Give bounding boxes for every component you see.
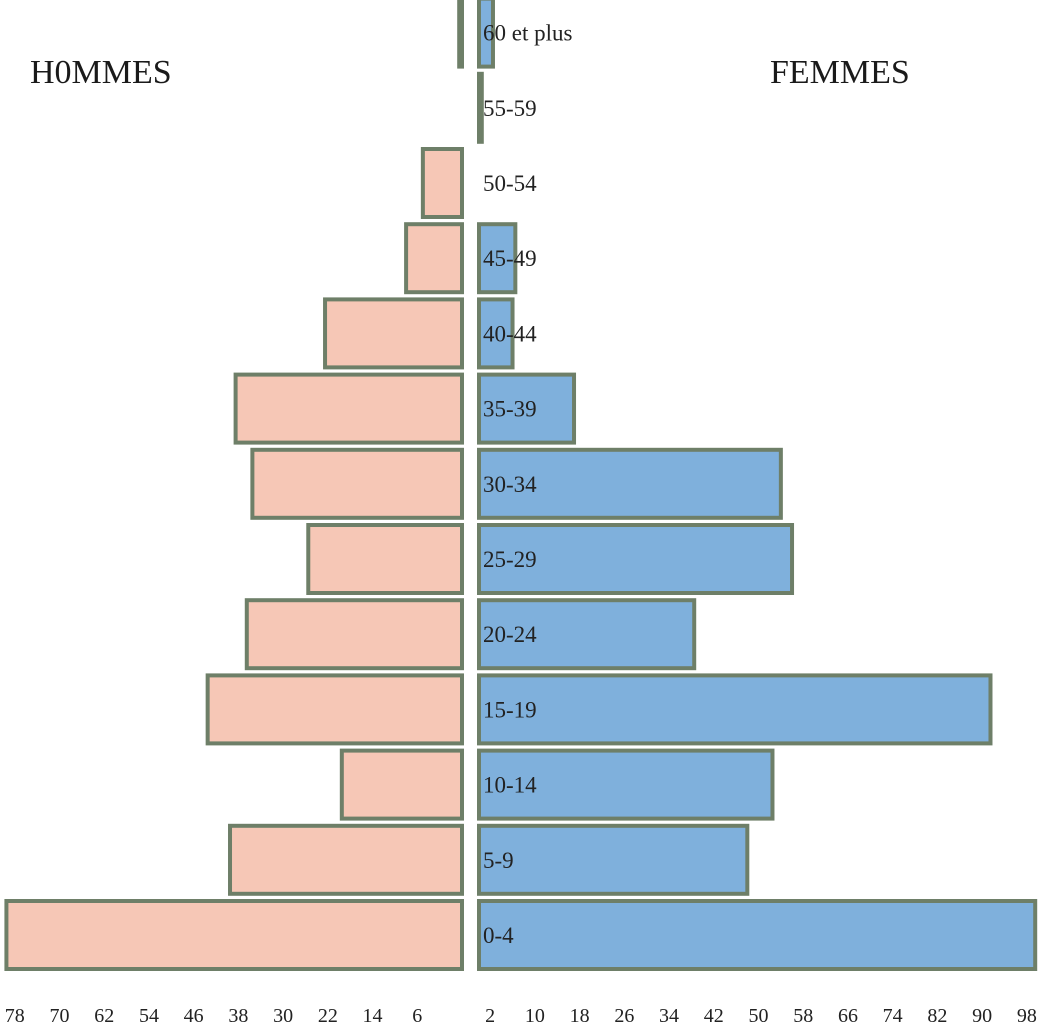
x-tick-left-14: 14 bbox=[363, 1005, 383, 1027]
female-bar-5-9 bbox=[477, 823, 750, 896]
age-label-60-et-plus: 60 et plus bbox=[483, 21, 572, 46]
age-group-labels: 0-4 5-9 10-14 15-19 20-24 25-29 30-34 35-39 40-4… bbox=[483, 21, 572, 948]
female-bar-10-14 bbox=[477, 748, 775, 821]
male-bar-5-9 bbox=[228, 823, 464, 896]
right-side-title: FEMMES bbox=[770, 54, 910, 91]
female-bar-45-49 bbox=[477, 222, 518, 295]
x-tick-right-42: 42 bbox=[704, 1005, 724, 1027]
male-bar-30-34 bbox=[250, 447, 464, 520]
x-tick-right-26: 26 bbox=[614, 1005, 634, 1027]
male-bar-0-4 bbox=[4, 899, 464, 971]
male-bar-15-19 bbox=[205, 673, 464, 746]
female-bar-30-34 bbox=[477, 447, 783, 520]
age-label-0-4: 0-4 bbox=[483, 923, 514, 948]
x-tick-right-2: 2 bbox=[485, 1005, 495, 1027]
male-bar-35-39 bbox=[233, 372, 464, 445]
male-bars bbox=[4, 0, 465, 971]
female-bar-40-44 bbox=[477, 297, 515, 370]
x-tick-right-10: 10 bbox=[525, 1005, 545, 1027]
x-tick-left-46: 46 bbox=[184, 1005, 204, 1027]
age-label-50-54: 50-54 bbox=[483, 171, 537, 196]
age-label-30-34: 30-34 bbox=[483, 472, 537, 497]
female-bar-20-24 bbox=[477, 598, 697, 671]
age-label-15-19: 15-19 bbox=[483, 697, 537, 722]
x-tick-left-6: 6 bbox=[412, 1005, 422, 1027]
age-label-10-14: 10-14 bbox=[483, 773, 537, 798]
male-bar-25-29 bbox=[306, 523, 464, 595]
x-tick-left-30: 30 bbox=[273, 1005, 293, 1027]
male-bar-50-54 bbox=[420, 147, 464, 219]
x-tick-right-66: 66 bbox=[838, 1005, 858, 1027]
x-axis-ticks-right: 2 10 18 26 34 42 50 58 66 74 82 90 98 bbox=[485, 1005, 1037, 1027]
male-bar-60-et-plus bbox=[457, 0, 464, 69]
x-tick-right-58: 58 bbox=[793, 1005, 813, 1027]
x-tick-right-50: 50 bbox=[749, 1005, 769, 1027]
x-tick-left-54: 54 bbox=[139, 1005, 159, 1027]
male-bar-40-44 bbox=[323, 297, 465, 370]
x-tick-right-98: 98 bbox=[1017, 1005, 1037, 1027]
age-label-35-39: 35-39 bbox=[483, 397, 537, 422]
x-axis-ticks-left: 78 70 62 54 46 38 30 22 14 6 bbox=[5, 1005, 422, 1027]
age-label-55-59: 55-59 bbox=[483, 96, 537, 121]
female-bar-60-et-plus bbox=[477, 0, 495, 69]
x-tick-right-74: 74 bbox=[883, 1005, 903, 1027]
age-label-20-24: 20-24 bbox=[483, 622, 537, 647]
female-bar-55-59 bbox=[477, 71, 484, 144]
female-bar-25-29 bbox=[477, 523, 795, 595]
x-tick-right-90: 90 bbox=[972, 1005, 992, 1027]
x-tick-left-62: 62 bbox=[94, 1005, 114, 1027]
male-bar-45-49 bbox=[404, 222, 465, 295]
x-tick-left-78: 78 bbox=[5, 1005, 25, 1027]
x-tick-right-82: 82 bbox=[927, 1005, 947, 1027]
left-side-title: H0MMES bbox=[30, 54, 172, 91]
age-label-40-44: 40-44 bbox=[483, 321, 537, 346]
age-label-25-29: 25-29 bbox=[483, 547, 537, 572]
female-bar-35-39 bbox=[477, 372, 577, 445]
x-tick-left-70: 70 bbox=[50, 1005, 70, 1027]
x-tick-left-22: 22 bbox=[318, 1005, 338, 1027]
female-bar-15-19 bbox=[477, 673, 993, 746]
age-label-5-9: 5-9 bbox=[483, 848, 514, 873]
female-bars bbox=[477, 0, 1038, 971]
age-label-45-49: 45-49 bbox=[483, 246, 537, 271]
x-tick-right-18: 18 bbox=[570, 1005, 590, 1027]
x-tick-left-38: 38 bbox=[228, 1005, 248, 1027]
female-bar-0-4 bbox=[477, 899, 1038, 971]
male-bar-10-14 bbox=[339, 748, 464, 821]
x-tick-right-34: 34 bbox=[659, 1005, 679, 1027]
male-bar-20-24 bbox=[244, 598, 464, 671]
